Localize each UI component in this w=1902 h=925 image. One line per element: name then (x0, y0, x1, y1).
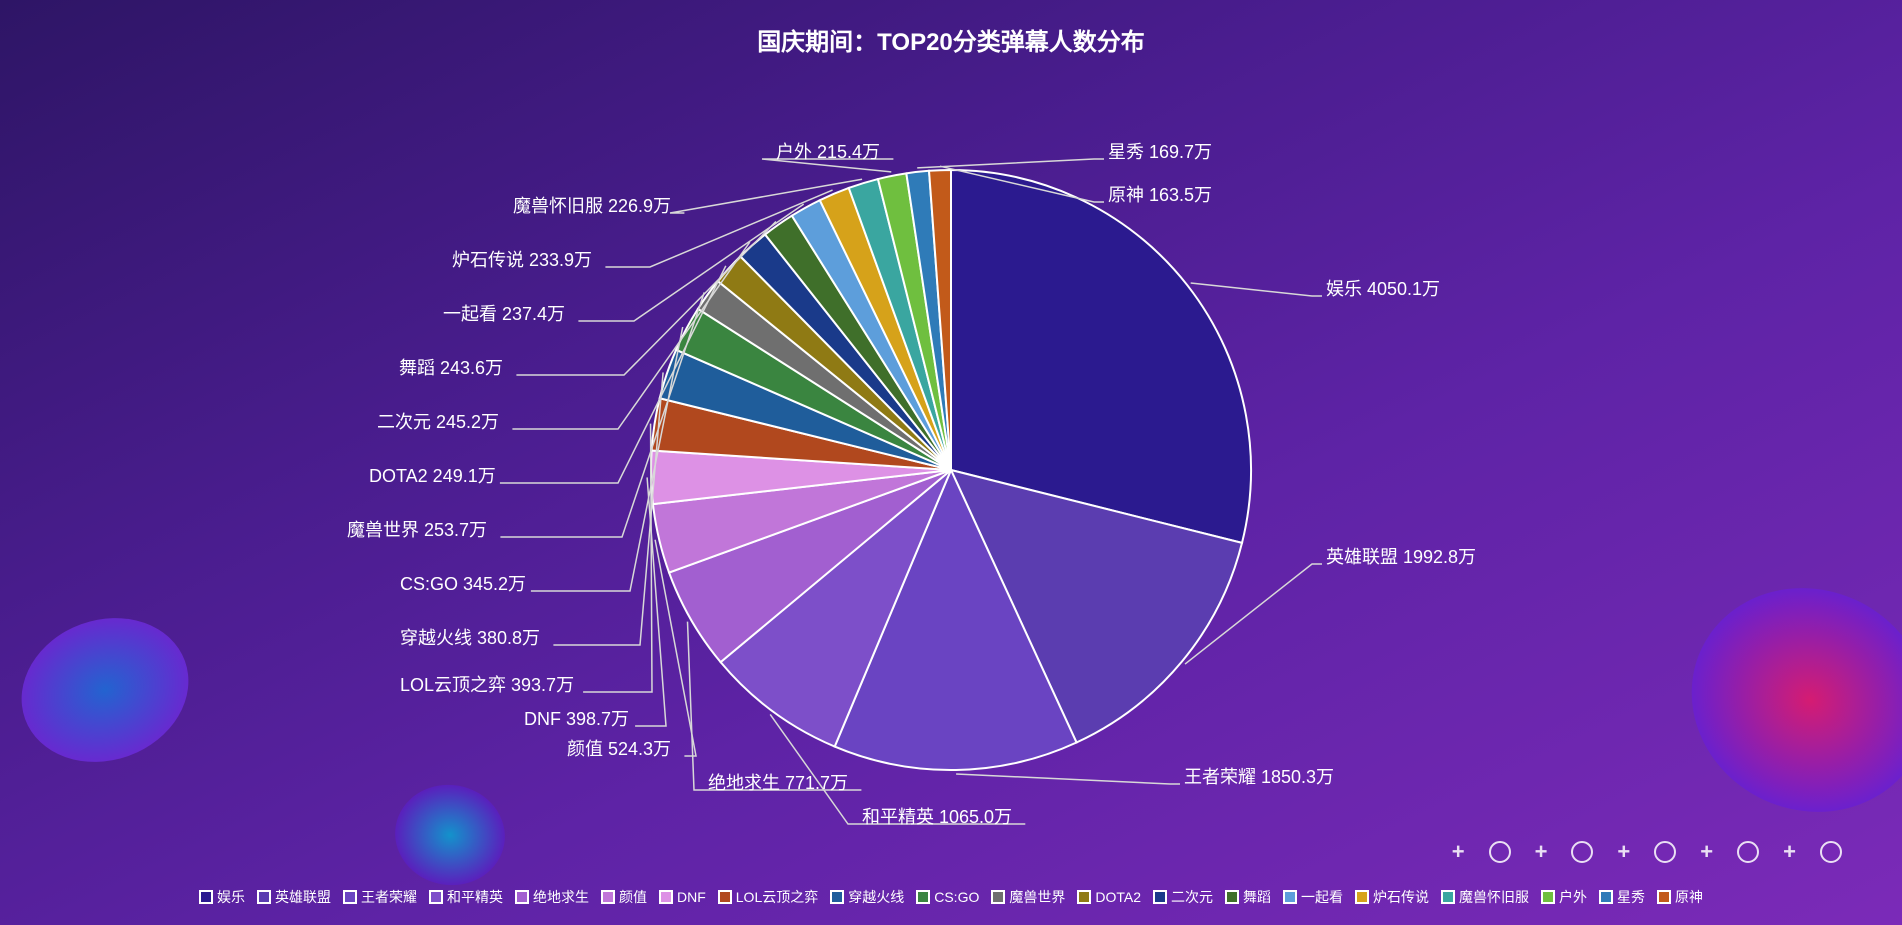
deco-circle (1489, 841, 1511, 863)
legend-swatch (830, 890, 844, 904)
chart-legend: 娱乐 英雄联盟 王者荣耀 和平精英 绝地求生 颜值 DNF LOL云顶之弈 穿越火线 CS:GO 魔… (0, 887, 1902, 907)
legend-item[interactable]: 绝地求生 (515, 887, 589, 907)
legend-swatch (1153, 890, 1167, 904)
slice-label: 炉石传说 233.9万 (452, 251, 592, 269)
slice-label: 和平精英 1065.0万 (862, 808, 1012, 826)
slice-label: 一起看 237.4万 (443, 305, 565, 323)
leader-line (956, 774, 1180, 784)
slice-label: 舞蹈 243.6万 (399, 359, 503, 377)
deco-circle (1571, 841, 1593, 863)
legend-item[interactable]: 一起看 (1283, 887, 1343, 907)
slice-label: CS:GO 345.2万 (400, 575, 526, 593)
legend-label: 和平精英 (447, 887, 503, 907)
leader-line (1191, 283, 1322, 296)
legend-label: 炉石传说 (1373, 887, 1429, 907)
slice-label: 王者荣耀 1850.3万 (1184, 768, 1334, 786)
legend-swatch (343, 890, 357, 904)
legend-label: 绝地求生 (533, 887, 589, 907)
legend-swatch (601, 890, 615, 904)
slice-label: 魔兽怀旧服 226.9万 (513, 197, 671, 215)
legend-swatch (991, 890, 1005, 904)
slice-label: 娱乐 4050.1万 (1326, 280, 1440, 298)
slice-label: 户外 215.4万 (776, 143, 880, 161)
deco-plus: + (1535, 839, 1548, 865)
pie-chart (0, 0, 1902, 925)
slice-label: 绝地求生 771.7万 (708, 774, 848, 792)
deco-circle (1737, 841, 1759, 863)
legend-label: 星秀 (1617, 887, 1645, 907)
chart-stage: 国庆期间：TOP20分类弹幕人数分布 娱乐 4050.1万英雄联盟 1992.8… (0, 0, 1902, 925)
legend-item[interactable]: 和平精英 (429, 887, 503, 907)
legend-swatch (1283, 890, 1297, 904)
legend-swatch (916, 890, 930, 904)
legend-item[interactable]: DNF (659, 889, 706, 905)
slice-label: LOL云顶之弈 393.7万 (400, 676, 574, 694)
legend-label: 原神 (1675, 887, 1703, 907)
leader-line (917, 159, 1104, 168)
legend-item[interactable]: 魔兽世界 (991, 887, 1065, 907)
legend-item[interactable]: 户外 (1541, 887, 1587, 907)
slice-label: 魔兽世界 253.7万 (347, 521, 487, 539)
slice-label: 星秀 169.7万 (1108, 143, 1212, 161)
legend-item[interactable]: DOTA2 (1077, 889, 1141, 905)
deco-circle (1820, 841, 1842, 863)
legend-item[interactable]: CS:GO (916, 889, 979, 905)
leader-line (583, 424, 652, 692)
legend-item[interactable]: 二次元 (1153, 887, 1213, 907)
legend-label: 娱乐 (217, 887, 245, 907)
legend-label: 魔兽怀旧服 (1459, 887, 1529, 907)
deco-plus: + (1452, 839, 1465, 865)
legend-label: 颜值 (619, 887, 647, 907)
legend-swatch (429, 890, 443, 904)
deco-plus: + (1783, 839, 1796, 865)
legend-label: DOTA2 (1095, 889, 1141, 905)
legend-label: 穿越火线 (848, 887, 904, 907)
legend-label: LOL云顶之弈 (736, 887, 818, 907)
legend-item[interactable]: 颜值 (601, 887, 647, 907)
legend-label: 二次元 (1171, 887, 1213, 907)
legend-item[interactable]: LOL云顶之弈 (718, 887, 818, 907)
slice-label: 颜值 524.3万 (567, 740, 671, 758)
legend-swatch (659, 890, 673, 904)
legend-label: 一起看 (1301, 887, 1343, 907)
legend-item[interactable]: 星秀 (1599, 887, 1645, 907)
deco-circle (1654, 841, 1676, 863)
legend-label: 舞蹈 (1243, 887, 1271, 907)
legend-swatch (1077, 890, 1091, 904)
legend-label: 户外 (1559, 887, 1587, 907)
legend-item[interactable]: 娱乐 (199, 887, 245, 907)
legend-label: CS:GO (934, 889, 979, 905)
legend-swatch (718, 890, 732, 904)
slice-label: 英雄联盟 1992.8万 (1326, 548, 1476, 566)
legend-item[interactable]: 英雄联盟 (257, 887, 331, 907)
legend-swatch (1441, 890, 1455, 904)
legend-swatch (257, 890, 271, 904)
slice-label: DNF 398.7万 (524, 710, 629, 728)
slice-label: DOTA2 249.1万 (369, 467, 496, 485)
legend-label: 魔兽世界 (1009, 887, 1065, 907)
legend-label: DNF (677, 889, 706, 905)
legend-item[interactable]: 穿越火线 (830, 887, 904, 907)
legend-swatch (1599, 890, 1613, 904)
legend-swatch (1355, 890, 1369, 904)
legend-item[interactable]: 炉石传说 (1355, 887, 1429, 907)
legend-label: 王者荣耀 (361, 887, 417, 907)
slice-label: 二次元 245.2万 (377, 413, 499, 431)
chart-title: 国庆期间：TOP20分类弹幕人数分布 (0, 22, 1902, 57)
legend-item[interactable]: 王者荣耀 (343, 887, 417, 907)
legend-swatch (199, 890, 213, 904)
legend-swatch (515, 890, 529, 904)
legend-swatch (1541, 890, 1555, 904)
deco-plus: + (1617, 839, 1630, 865)
legend-swatch (1657, 890, 1671, 904)
deco-plus: + (1700, 839, 1713, 865)
legend-item[interactable]: 魔兽怀旧服 (1441, 887, 1529, 907)
decorative-symbol-row: + + + + + (1452, 839, 1842, 865)
slice-label: 原神 163.5万 (1108, 186, 1212, 204)
legend-swatch (1225, 890, 1239, 904)
legend-item[interactable]: 原神 (1657, 887, 1703, 907)
slice-label: 穿越火线 380.8万 (400, 629, 540, 647)
legend-label: 英雄联盟 (275, 887, 331, 907)
legend-item[interactable]: 舞蹈 (1225, 887, 1271, 907)
